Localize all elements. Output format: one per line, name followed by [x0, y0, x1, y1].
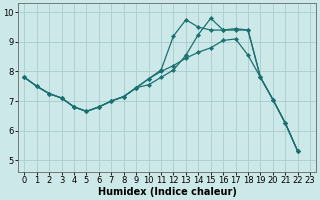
- X-axis label: Humidex (Indice chaleur): Humidex (Indice chaleur): [98, 187, 237, 197]
